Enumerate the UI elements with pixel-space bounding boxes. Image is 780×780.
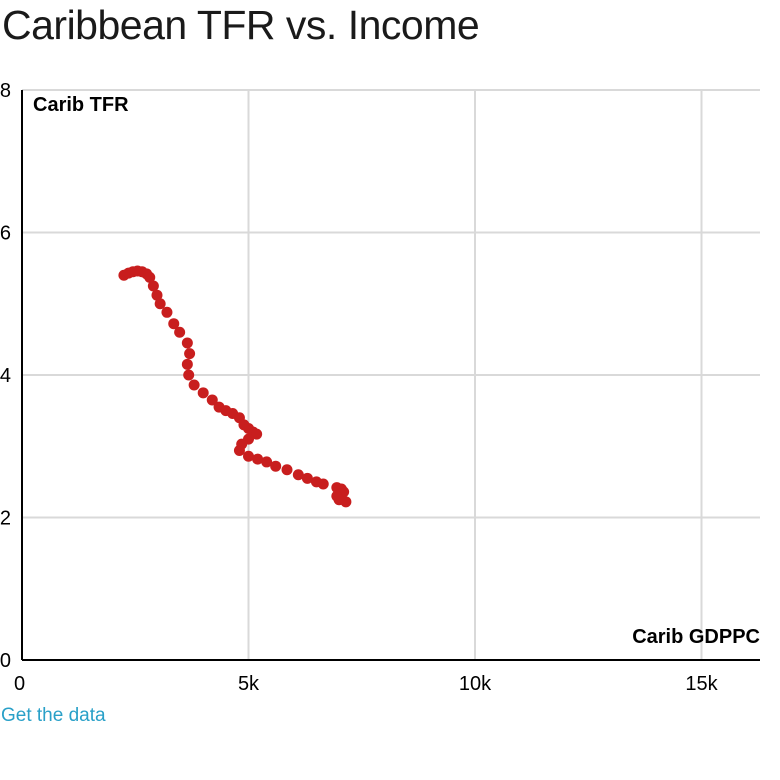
y-tick-label: 4 bbox=[0, 365, 11, 387]
data-point bbox=[233, 445, 245, 457]
data-point bbox=[252, 453, 264, 465]
data-point bbox=[261, 456, 273, 468]
data-point bbox=[154, 298, 166, 310]
data-point bbox=[183, 369, 195, 381]
data-point bbox=[281, 464, 293, 476]
data-point bbox=[270, 460, 282, 472]
page-title: Caribbean TFR vs. Income bbox=[2, 2, 480, 48]
x-tick-label: 10k bbox=[459, 673, 492, 695]
chart-axes bbox=[21, 90, 760, 661]
data-point bbox=[168, 318, 180, 330]
data-point bbox=[251, 428, 263, 440]
y-axis-label: Carib TFR bbox=[33, 94, 129, 116]
chart-points bbox=[118, 265, 352, 508]
data-point bbox=[144, 271, 156, 283]
data-point bbox=[317, 478, 329, 490]
data-point bbox=[301, 472, 313, 484]
data-point bbox=[292, 469, 304, 481]
data-point bbox=[184, 348, 196, 360]
chart-ticks: 0 2 4 6 8 0 5k 10k 15k bbox=[0, 80, 719, 695]
data-point bbox=[151, 289, 163, 301]
data-point bbox=[243, 450, 254, 462]
data-point bbox=[181, 337, 193, 349]
get-the-data-link[interactable]: Get the data bbox=[1, 705, 106, 726]
x-axis-label: Carib GDPPC bbox=[632, 626, 760, 648]
y-tick-label: 8 bbox=[0, 80, 11, 102]
y-tick-label: 0 bbox=[0, 650, 11, 672]
chart-grid bbox=[22, 89, 760, 660]
x-tick-label: 5k bbox=[238, 673, 260, 695]
data-point bbox=[174, 326, 186, 338]
data-point bbox=[181, 358, 193, 370]
data-point bbox=[147, 280, 159, 292]
data-point bbox=[206, 394, 218, 406]
y-tick-label: 6 bbox=[0, 223, 11, 245]
x-tick-label: 0 bbox=[14, 673, 25, 695]
x-tick-label: 15k bbox=[685, 673, 718, 695]
data-point bbox=[161, 306, 173, 318]
data-point bbox=[340, 496, 352, 508]
data-point bbox=[188, 379, 200, 391]
scatter-chart: 0 2 4 6 8 0 5k 10k 15k Carib TFR Carib GDPPC bbox=[0, 80, 760, 695]
data-point bbox=[197, 387, 209, 399]
y-tick-label: 2 bbox=[0, 508, 11, 530]
